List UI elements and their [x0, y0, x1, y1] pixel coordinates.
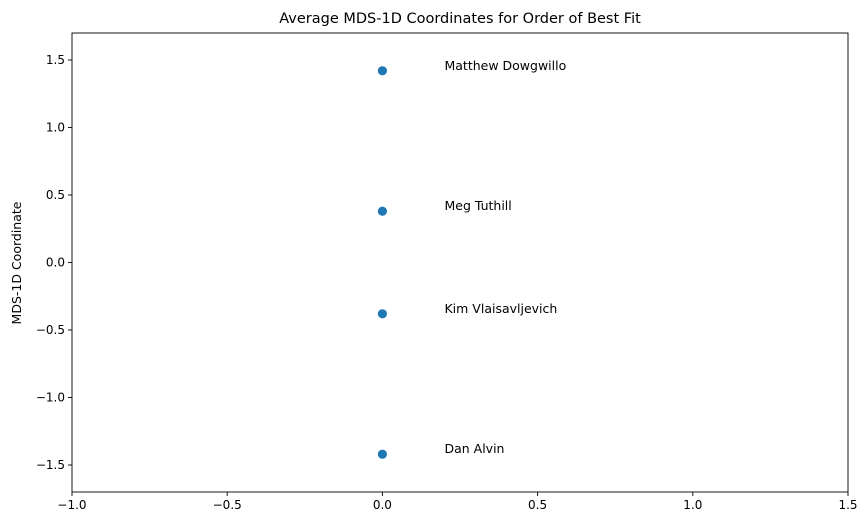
point-annotation: Meg Tuthill: [444, 198, 511, 213]
data-point: [377, 309, 387, 319]
y-tick-label: 0.0: [46, 256, 65, 270]
point-annotation: Dan Alvin: [444, 441, 504, 456]
data-point: [377, 66, 387, 76]
plot-frame: [71, 32, 849, 493]
x-tick-label: 0.5: [528, 498, 547, 512]
y-tick-label: −1.0: [36, 391, 65, 405]
x-tick-label: −0.5: [213, 498, 242, 512]
chart-title: Average MDS-1D Coordinates for Order of …: [279, 11, 641, 27]
y-tick-label: 0.5: [46, 188, 65, 202]
x-tick-label: 1.5: [838, 498, 857, 512]
point-annotation: Matthew Dowgwillo: [444, 58, 566, 73]
x-tick-label: 0.0: [373, 498, 392, 512]
x-tick-label: −1.0: [57, 498, 86, 512]
y-tick-label: 1.0: [46, 121, 65, 135]
plot-area: −1.0 −0.5 0.0 0.5 1.0 1.5 −1.5 −1.0 −0.5 0.0 0.5 1.…: [36, 32, 858, 512]
point-annotation: Kim Vlaisavljevich: [444, 301, 557, 316]
x-tick-label: 1.0: [683, 498, 702, 512]
y-tick-label: 1.5: [46, 53, 65, 67]
y-tick-label: −1.5: [36, 458, 65, 472]
data-point: [377, 449, 387, 459]
y-tick-label: −0.5: [36, 323, 65, 337]
y-axis-label: MDS-1D Coordinate: [9, 201, 24, 324]
data-point: [377, 206, 387, 216]
